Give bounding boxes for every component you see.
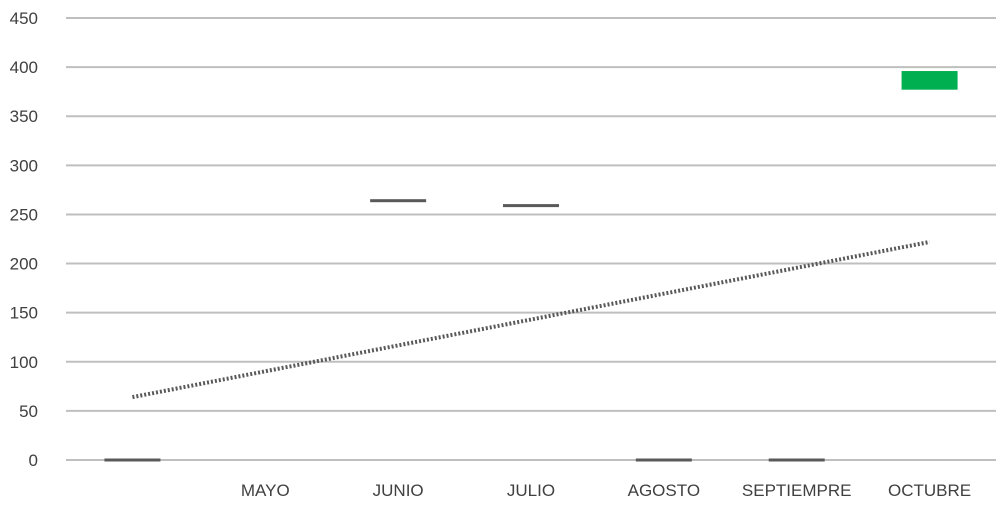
- y-tick-label-200: 200: [10, 255, 38, 274]
- x-axis-labels: MAYO JUNIO JULIO AGOSTO SEPTIEMPRE OCTUBRE: [241, 481, 971, 500]
- gridlines: [66, 17, 996, 461]
- x-tick-label-mayo: MAYO: [241, 481, 290, 500]
- y-tick-label-50: 50: [19, 402, 38, 421]
- y-tick-label-450: 450: [10, 9, 38, 28]
- y-tick-label-100: 100: [10, 353, 38, 372]
- bar-SEPTIEMPRE: [768, 458, 825, 462]
- y-tick-label-350: 350: [10, 107, 38, 126]
- y-tick-label-250: 250: [10, 205, 38, 224]
- bar-OCTUBRE: [901, 71, 958, 90]
- y-axis-labels: 0 50 100 150 200 250 300 350 400 450: [10, 9, 38, 470]
- y-tick-label-400: 400: [10, 58, 38, 77]
- trendline-layer: [132, 239, 930, 400]
- y-tick-label-0: 0: [29, 451, 38, 470]
- bar-JULIO: [503, 204, 559, 208]
- trendline: [132, 239, 930, 400]
- y-tick-label-300: 300: [10, 156, 38, 175]
- bar-first: [104, 458, 161, 462]
- x-tick-label-septiempre: SEPTIEMPRE: [742, 481, 852, 500]
- y-tick-label-150: 150: [10, 304, 38, 323]
- x-tick-label-julio: JULIO: [507, 481, 555, 500]
- x-tick-label-agosto: AGOSTO: [628, 481, 700, 500]
- x-tick-label-junio: JUNIO: [373, 481, 424, 500]
- bars: [104, 71, 958, 462]
- bar-AGOSTO: [635, 458, 692, 462]
- x-tick-label-octubre: OCTUBRE: [888, 481, 971, 500]
- bar-JUNIO: [370, 199, 427, 203]
